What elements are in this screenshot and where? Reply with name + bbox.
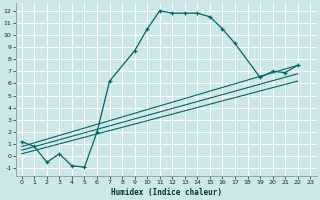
X-axis label: Humidex (Indice chaleur): Humidex (Indice chaleur) (110, 188, 221, 197)
